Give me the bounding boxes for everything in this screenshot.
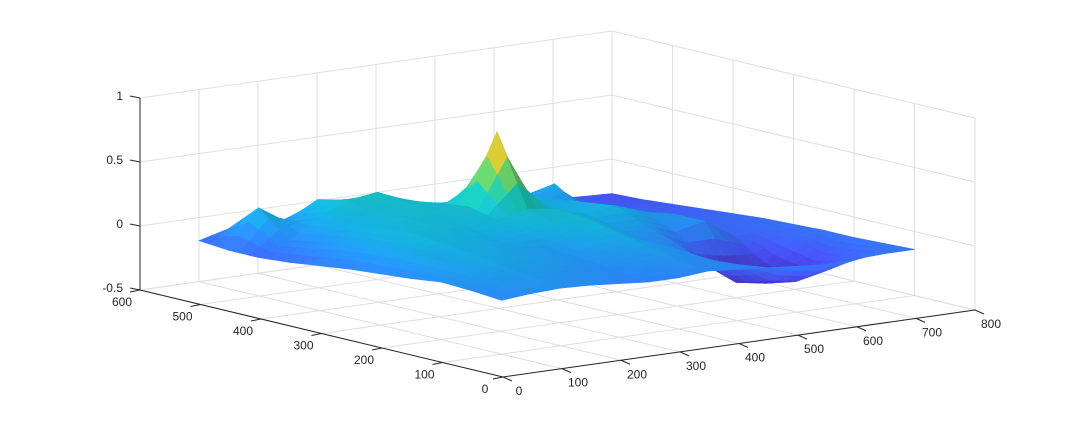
y-tick-mark [492,376,504,380]
y-tick-label: 0 [482,382,489,396]
x-tick-label: 0 [516,384,523,398]
z-tick-label: 0.5 [106,153,123,167]
side-wall-gridline-z [611,158,976,247]
x-tick-mark [679,351,690,357]
floor-gridline-y [442,295,915,363]
y-tick-mark [311,333,322,336]
floor-gridline-y [381,280,855,349]
x-tick-mark [797,334,808,340]
x-tick-mark [620,359,631,365]
surface-patch [490,294,513,301]
surface [198,131,915,301]
y-tick-label: 100 [414,368,434,382]
x-tick-label: 500 [804,342,824,356]
y-tick-label: 400 [233,324,253,338]
back-wall-gridline-z [139,30,613,99]
y-tick-label: 200 [354,353,374,367]
z-tick-label: 0 [116,217,123,231]
x-tick-label: 700 [922,325,942,339]
x-tick-mark [856,326,867,332]
y-tick-label: 300 [293,339,313,353]
x-tick-label: 300 [686,359,706,373]
floor-gridline-y [321,266,794,334]
axes [129,95,985,382]
side-wall-gridline-z [611,30,976,119]
back-wall-gridline-z [139,94,613,163]
x-tick-label: 200 [627,367,647,381]
tick-labels: 0 100 200 300 400 500 600 700 800 0 100 200 300 400 50… [102,89,1001,398]
z-tick-label: 1 [116,89,123,103]
y-tick-mark [190,304,201,307]
x-tick-label: 800 [981,317,1001,331]
x-tick-mark [561,368,572,374]
z-tick-mark [129,95,141,99]
side-wall-gridline-z [611,94,976,183]
y-tick-label: 500 [172,310,192,324]
x-tick-label: 400 [745,351,765,365]
x-tick-mark [502,376,513,382]
z-tick-mark [129,223,141,227]
z-tick-mark [129,159,141,163]
x-tick-mark [915,317,926,323]
y-tick-mark [371,347,383,351]
y-tick-mark [432,362,443,365]
x-tick-mark [974,309,985,315]
z-tick-mark [129,287,141,291]
x-tick-mark [738,343,749,348]
y-tick-label: 600 [112,295,132,309]
y-tick-mark [129,289,141,293]
z-tick-label: -0.5 [102,281,123,295]
y-tick-mark [250,318,262,322]
x-tick-label: 600 [863,334,883,348]
x-tick-label: 100 [568,376,588,390]
